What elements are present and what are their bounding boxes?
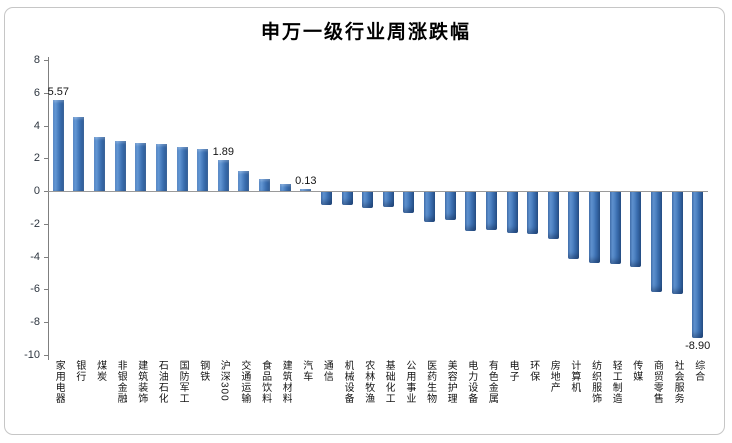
bar [589, 192, 601, 263]
bar [403, 192, 415, 213]
bar [506, 192, 518, 234]
y-axis-tick-mark [44, 223, 48, 225]
bar [609, 192, 621, 265]
category-label: 轻工制造 [610, 360, 622, 404]
bar [73, 117, 85, 192]
data-label: 0.13 [295, 175, 317, 187]
bar [382, 192, 394, 208]
bar [341, 192, 353, 205]
data-label: -8.90 [685, 340, 711, 352]
category-label: 环保 [527, 360, 539, 382]
bar [114, 141, 126, 192]
category-label: 煤炭 [94, 360, 106, 382]
y-axis-tick-mark [44, 355, 48, 356]
category-label: 医药生物 [424, 360, 436, 404]
data-label: 1.89 [212, 146, 234, 159]
category-label: 建筑装饰 [135, 360, 147, 404]
category-label: 食品饮料 [259, 360, 271, 404]
y-axis-tick-mark [44, 60, 48, 61]
category-label: 银行 [73, 360, 85, 382]
bar [485, 192, 497, 230]
bar [300, 189, 312, 192]
bar [444, 192, 456, 221]
category-label: 沪深300 [218, 360, 230, 402]
bar [547, 192, 559, 239]
y-axis-tick-mark [44, 158, 48, 160]
category-label: 非银金融 [115, 360, 127, 404]
category-label: 电子 [507, 360, 519, 382]
category-label: 国防军工 [177, 360, 189, 404]
category-label: 房地产 [548, 360, 560, 393]
data-label: 5.57 [47, 85, 69, 98]
y-axis-tick-label: -6 [30, 283, 40, 296]
bar [568, 192, 580, 260]
bar [176, 146, 188, 192]
bar [135, 142, 147, 192]
category-label: 纺织服饰 [589, 360, 601, 404]
chart-title: 申万一级行业周涨跌幅 [260, 22, 471, 43]
bar [238, 171, 250, 192]
y-axis-tick-label: -8 [30, 316, 40, 329]
category-label: 基础化工 [383, 360, 395, 404]
category-label: 电力设备 [465, 360, 477, 404]
category-label: 农林牧渔 [362, 360, 374, 404]
category-label: 计算机 [568, 360, 580, 393]
bar [217, 160, 229, 192]
bar [94, 137, 106, 192]
bar [424, 192, 436, 222]
y-axis-tick-mark [44, 322, 48, 324]
category-label: 交通运输 [238, 360, 250, 404]
bar [155, 143, 167, 192]
y-axis-tick-label: 0 [33, 185, 40, 198]
category-label: 钢铁 [197, 360, 209, 382]
bar [527, 192, 539, 234]
category-label: 汽车 [300, 360, 312, 382]
bar [259, 178, 271, 192]
bar [52, 99, 64, 192]
y-axis-tick-mark [44, 125, 48, 127]
y-axis-tick-label: 4 [33, 119, 40, 132]
category-label: 美容护理 [445, 360, 457, 404]
y-axis-tick-mark [44, 191, 48, 193]
category-label: 石油石化 [156, 360, 168, 404]
bar [692, 192, 704, 338]
y-axis-tick-mark [44, 289, 48, 291]
category-label: 通信 [321, 360, 333, 382]
zero-axis-line [48, 191, 708, 192]
y-axis-tick-mark [44, 256, 48, 258]
y-axis-line [48, 57, 49, 360]
category-label: 公用事业 [403, 360, 415, 404]
bar [362, 192, 374, 209]
y-axis-tick-label: -10 [24, 349, 40, 361]
bar [671, 192, 683, 294]
category-label: 家用电器 [53, 360, 65, 404]
category-label: 传媒 [630, 360, 642, 382]
category-label: 机械设备 [342, 360, 354, 404]
bar [650, 192, 662, 293]
bar [279, 184, 291, 192]
y-axis-tick-label: -2 [30, 217, 40, 230]
category-label: 社会服务 [672, 360, 684, 404]
bar [630, 192, 642, 267]
y-axis-tick-label: 2 [33, 152, 40, 165]
y-axis-tick-mark [44, 92, 48, 94]
y-axis-tick-label: -4 [30, 250, 40, 263]
y-axis-tick-label: 6 [33, 86, 40, 99]
bar [465, 192, 477, 231]
category-label: 建筑材料 [280, 360, 292, 404]
category-label: 有色金属 [486, 360, 498, 404]
chart-frame [4, 7, 725, 435]
y-axis-tick-label: 8 [33, 54, 40, 66]
category-label: 综合 [692, 360, 704, 382]
bar [320, 192, 332, 206]
category-label: 商贸零售 [651, 360, 663, 404]
bar [197, 149, 209, 192]
